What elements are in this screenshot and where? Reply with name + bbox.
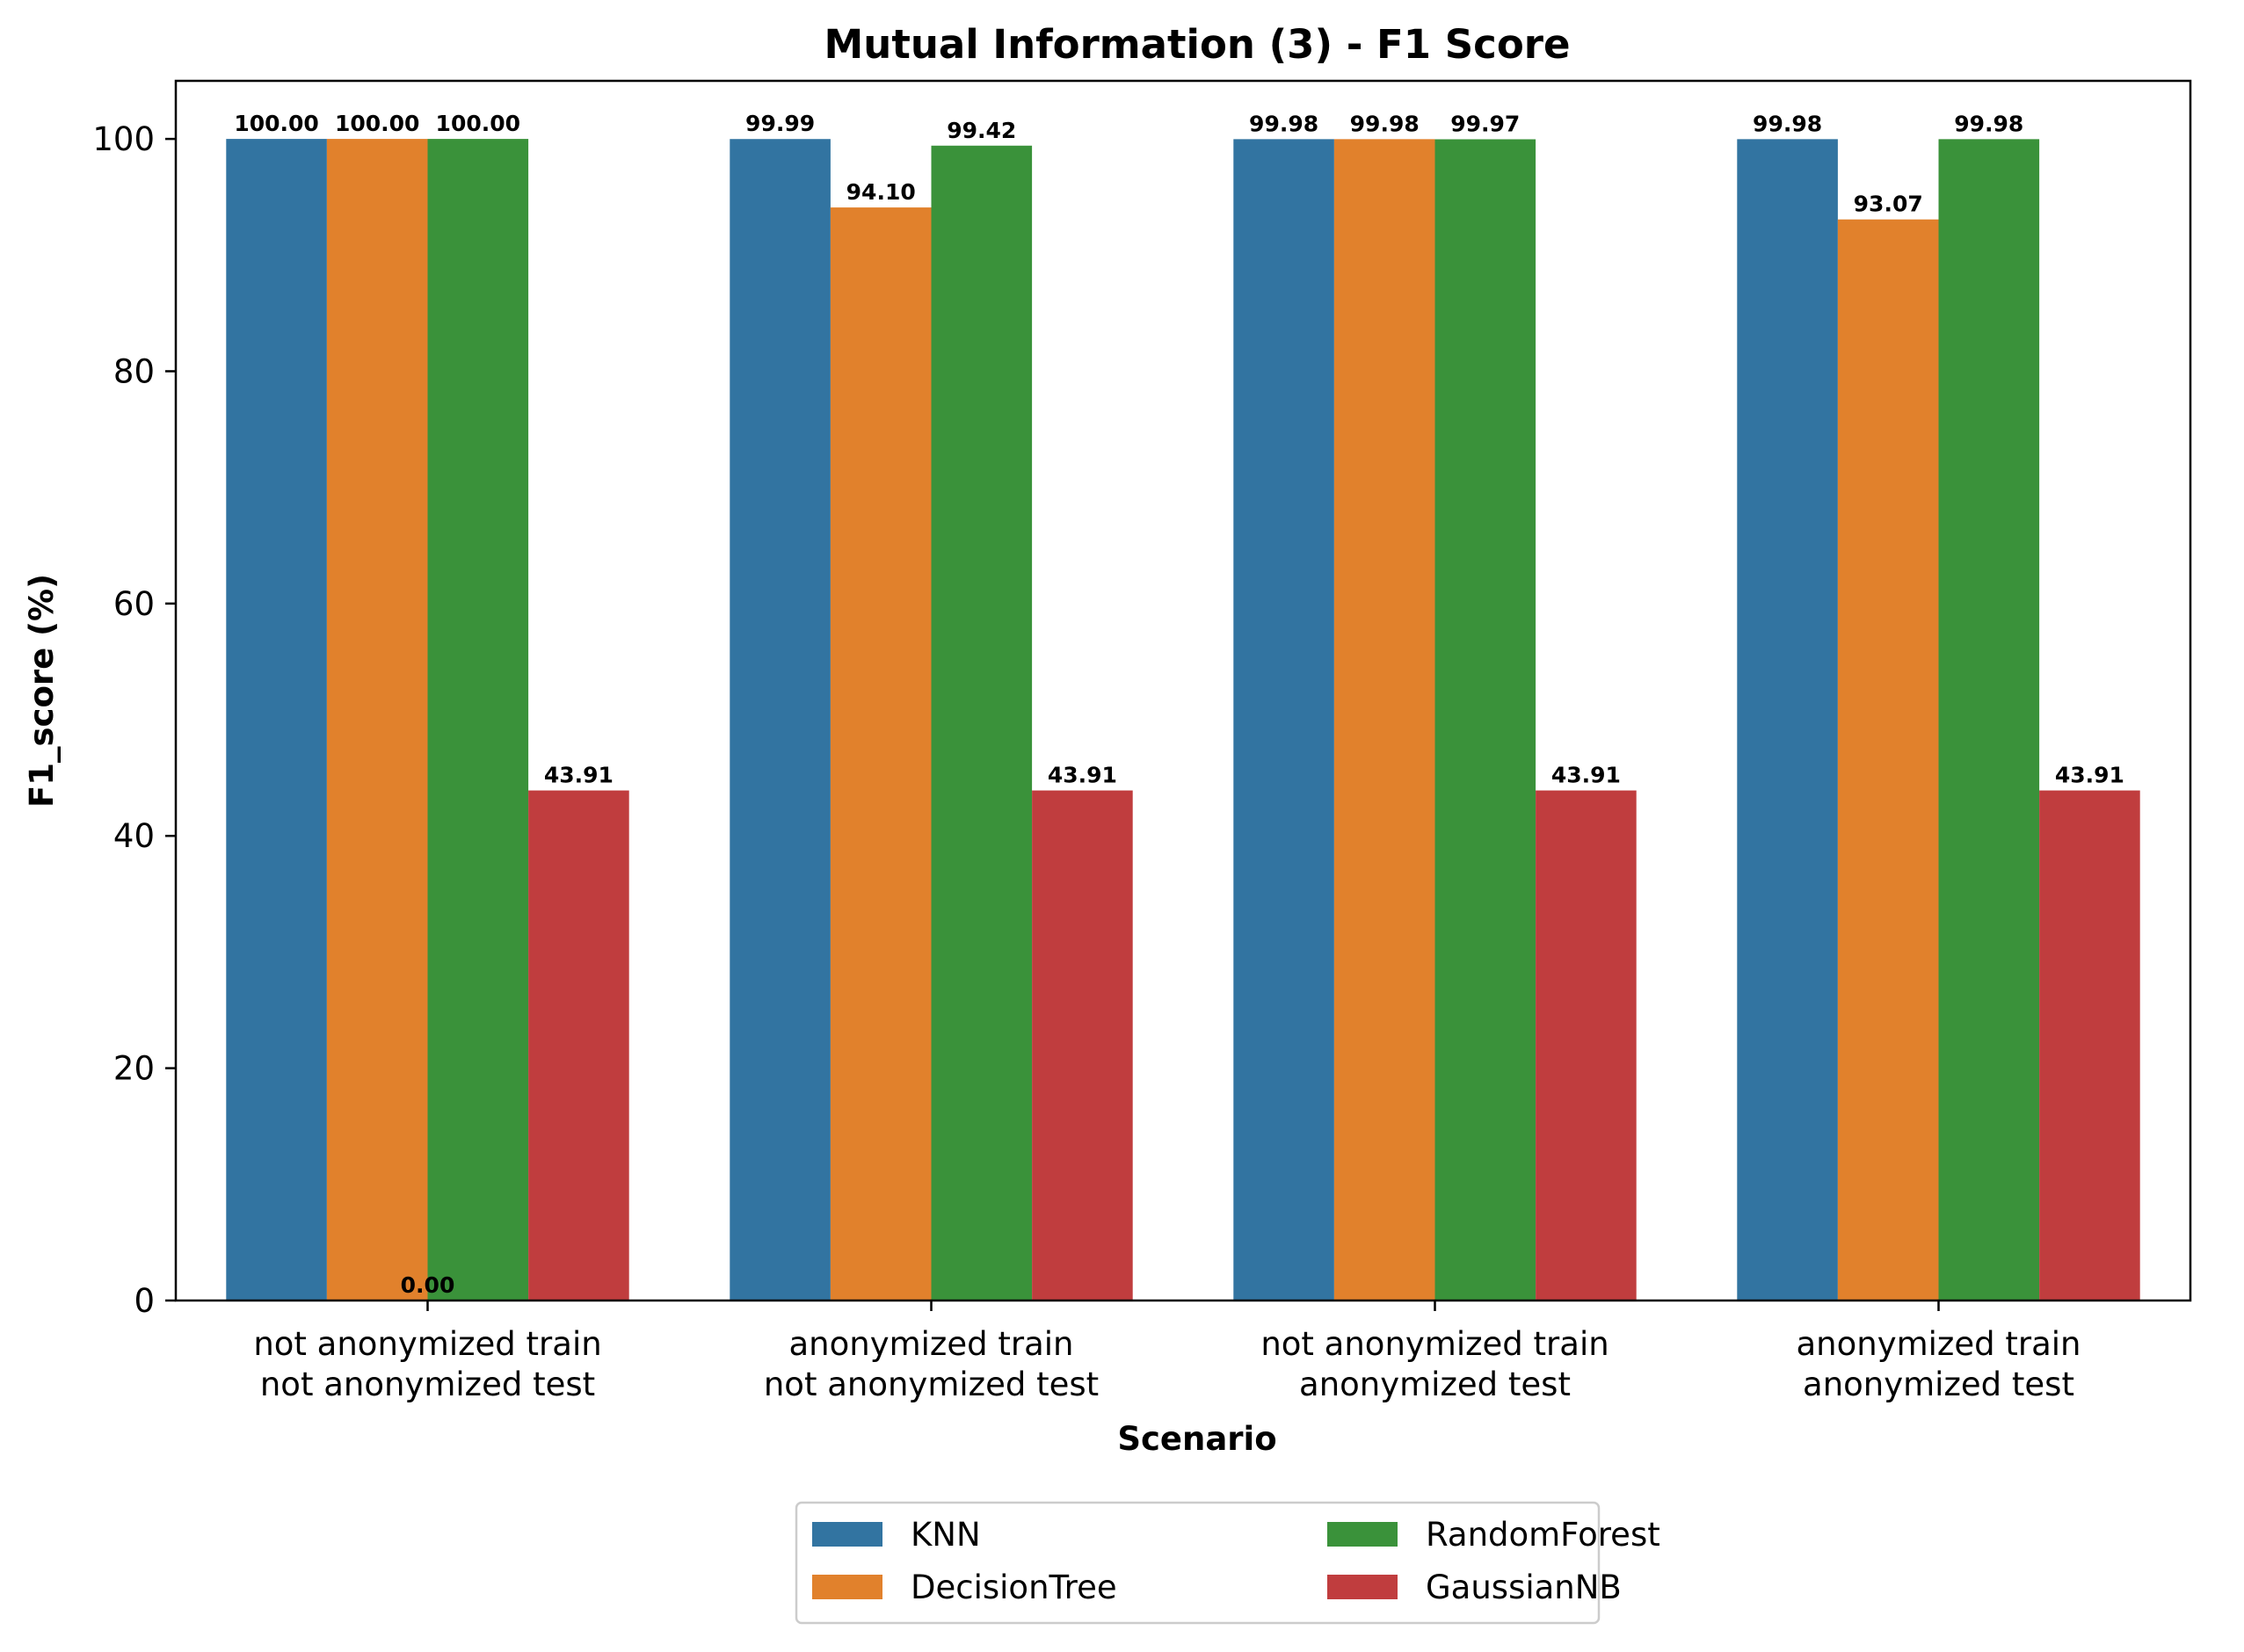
legend-swatch-decisiontree [812,1575,882,1599]
bar-value-label: 43.91 [2055,763,2124,788]
bar-randomforest-2 [1434,139,1536,1301]
bar-gaussiannb-0 [528,790,629,1301]
bar-value-label: 99.98 [1753,111,1822,136]
legend-label-gaussiannb: GaussianNB [1426,1569,1622,1606]
x-tick-label: not anonymized train [253,1325,601,1363]
legend-label-decisiontree: DecisionTree [911,1569,1117,1606]
bar-value-label: 99.98 [1954,111,2023,136]
bar-knn-1 [730,139,831,1301]
bar-randomforest-0 [427,139,529,1301]
bar-knn-3 [1737,139,1838,1301]
legend-swatch-knn [812,1522,882,1547]
y-tick-label: 20 [113,1050,155,1088]
bar-decisiontree-0 [326,139,428,1301]
x-tick-label: not anonymized test [764,1366,1099,1403]
bar-value-label: 99.98 [1350,111,1420,136]
legend-label-randomforest: RandomForest [1426,1516,1660,1554]
bar-value-label: 99.98 [1249,111,1318,136]
bar-value-label: 43.91 [544,763,614,788]
y-tick-label: 60 [113,585,155,623]
x-tick-label: anonymized test [1299,1366,1571,1403]
y-tick-label: 100 [92,120,155,158]
legend-swatch-randomforest [1327,1522,1398,1547]
x-tick-label: not anonymized train [1260,1325,1609,1363]
y-axis: 0 20 40 60 80 100 [92,120,176,1320]
bar-gaussiannb-2 [1536,790,1637,1301]
bar-value-label: 100.00 [335,111,419,136]
bar-labels-layer: 100.00 99.99 99.98 99.98 100.00 94.10 99.98 93.… [234,111,2124,1298]
legend: KNN DecisionTree RandomForest GaussianNB [795,1501,1660,1625]
bar-value-label: 99.42 [947,118,1016,143]
bar-decisiontree-1 [830,207,932,1301]
bars-layer [226,139,2140,1301]
bar-gaussiannb-1 [1032,790,1133,1301]
bar-decisiontree-3 [1837,219,1939,1301]
bar-randomforest-3 [1938,139,2040,1301]
x-tick-label: not anonymized test [260,1366,595,1403]
legend-swatch-gaussiannb [1327,1575,1398,1599]
plot-frame [174,79,2192,1302]
bar-value-label: 43.91 [1048,763,1117,788]
x-tick-label: anonymized train [1797,1325,2081,1363]
extra-annotation-label: 0.00 [401,1272,455,1298]
bar-value-label: 100.00 [436,111,520,136]
y-tick-label: 40 [113,817,155,855]
y-tick-label: 80 [113,352,155,390]
x-tick-label: anonymized train [789,1325,1074,1363]
bar-value-label: 100.00 [234,111,318,136]
bar-gaussiannb-3 [2039,790,2140,1301]
y-axis-title: F1_score (%) [23,574,61,808]
x-tick-label: anonymized test [1803,1366,2074,1403]
bar-value-label: 43.91 [1551,763,1621,788]
bar-randomforest-1 [931,145,1033,1301]
bar-knn-0 [226,139,327,1301]
bar-value-label: 99.99 [745,111,815,136]
bar-value-label: 99.97 [1450,111,1520,136]
bar-value-label: 94.10 [846,179,916,205]
x-axis-title: Scenario [1117,1420,1276,1458]
bar-knn-2 [1233,139,1334,1301]
legend-box [795,1501,1601,1625]
bar-value-label: 93.07 [1854,192,1923,217]
chart-title: Mutual Information (3) - F1 Score [824,21,1571,68]
legend-label-knn: KNN [911,1516,981,1554]
bar-decisiontree-2 [1333,139,1435,1301]
y-tick-label: 0 [134,1282,155,1320]
